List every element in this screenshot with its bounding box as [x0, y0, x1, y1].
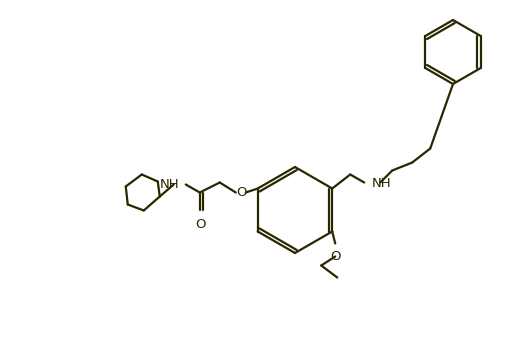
Text: O: O	[196, 218, 206, 230]
Text: NH: NH	[372, 177, 392, 190]
Text: O: O	[237, 186, 247, 199]
Text: NH: NH	[160, 178, 180, 191]
Text: O: O	[330, 251, 340, 264]
